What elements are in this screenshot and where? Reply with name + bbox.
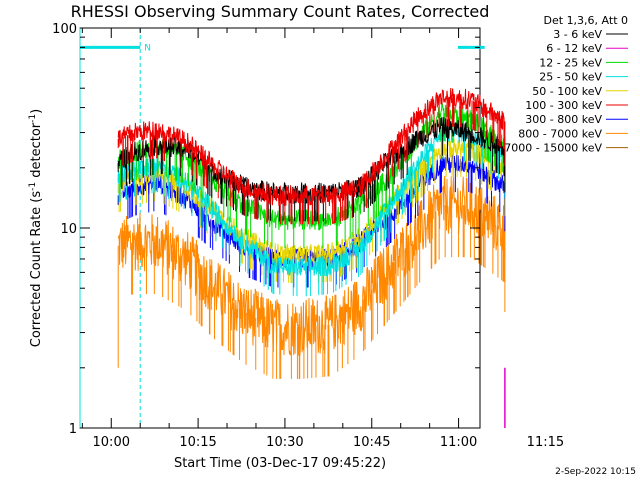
plot-area: N xyxy=(79,27,506,429)
x-tick-label: 10:15 xyxy=(179,435,216,450)
legend-title: Det 1,3,6, Att 0 xyxy=(544,14,628,27)
x-tick-label: 10:00 xyxy=(93,435,130,450)
legend-label: 7000 - 15000 keV xyxy=(504,142,602,155)
y-tick-label: 100 xyxy=(52,22,77,37)
x-tick-label: 10:45 xyxy=(353,435,390,450)
y-axis-label: Corrected Count Rate (s-1 detector-1) xyxy=(28,109,44,347)
legend-label: 6 - 12 keV xyxy=(546,42,602,55)
series-line xyxy=(117,175,506,357)
series-100-300keV xyxy=(117,88,506,225)
y-axis-label-mid: detector xyxy=(29,122,44,182)
series-line xyxy=(117,88,506,207)
legend-label: 3 - 6 keV xyxy=(553,28,602,41)
chart-title: RHESSI Observing Summary Count Rates, Co… xyxy=(71,2,490,21)
series-25-50keV xyxy=(117,121,506,297)
series-800-7000keV xyxy=(117,175,506,379)
y-axis: 1 10 100 xyxy=(52,22,480,437)
y-tick-label: 1 xyxy=(69,422,77,437)
legend-label: 100 - 300 keV xyxy=(525,99,602,112)
x-axis: 10:00 10:15 10:30 10:45 11:00 11:15 xyxy=(81,28,564,450)
generation-timestamp: 2-Sep-2022 10:15 xyxy=(555,467,636,477)
y-axis-label-main: Corrected Count Rate (s xyxy=(29,191,44,348)
night-marker-label: N xyxy=(144,43,151,53)
legend-label: 50 - 100 keV xyxy=(532,85,602,98)
y-axis-label-end: ) xyxy=(29,109,44,114)
x-axis-label: Start Time (03-Dec-17 09:45:22) xyxy=(174,456,386,471)
y-tick-label: 10 xyxy=(60,222,77,237)
y-axis-label-sup2: -1 xyxy=(28,114,38,123)
legend-label: 800 - 7000 keV xyxy=(518,127,602,140)
x-tick-label: 10:30 xyxy=(266,435,303,450)
x-tick-label: 11:00 xyxy=(440,435,477,450)
y-axis-label-sup1: -1 xyxy=(28,182,38,191)
legend-label: 300 - 800 keV xyxy=(525,113,602,126)
legend-label: 12 - 25 keV xyxy=(539,56,602,69)
x-tick-label: 11:15 xyxy=(527,435,564,450)
legend-label: 25 - 50 keV xyxy=(539,71,602,84)
